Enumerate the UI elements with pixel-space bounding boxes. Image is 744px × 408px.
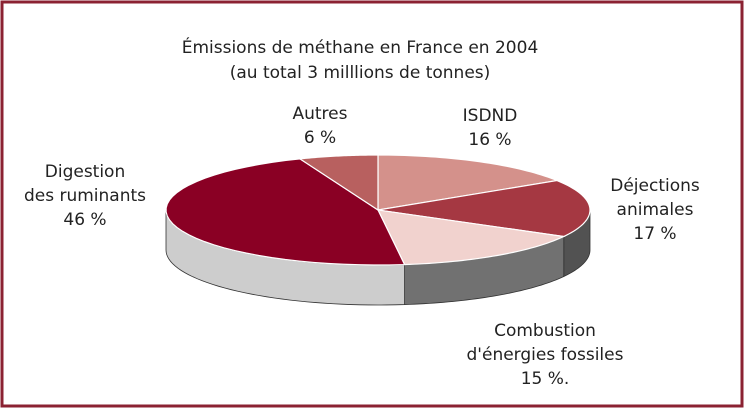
- slice-value-label: 6 %: [304, 128, 336, 148]
- slice-value-label: 15 %.: [521, 369, 570, 389]
- slice-label: d'énergies fossiles: [467, 345, 624, 365]
- slice-label: Combustion: [494, 321, 596, 341]
- slice-value-label: 17 %: [633, 224, 676, 244]
- slice: [376, 209, 566, 266]
- slice-value-label: 16 %: [468, 130, 511, 150]
- slice: [377, 154, 560, 211]
- chart-subtitle: (au total 3 milllions de tonnes): [230, 63, 491, 83]
- slice-value-label: 46 %: [63, 210, 106, 230]
- slice-label: ISDND: [463, 106, 518, 126]
- slice-label: Autres: [292, 104, 347, 124]
- slice-label: animales: [617, 200, 694, 220]
- slice: [298, 154, 379, 212]
- slice-label: des ruminants: [24, 186, 146, 206]
- slice-label: Digestion: [45, 162, 125, 182]
- chart-title: Émissions de méthane en France en 2004: [182, 36, 539, 58]
- slice: [377, 179, 591, 238]
- slice: [165, 158, 406, 266]
- slice-label: Déjections: [610, 176, 700, 196]
